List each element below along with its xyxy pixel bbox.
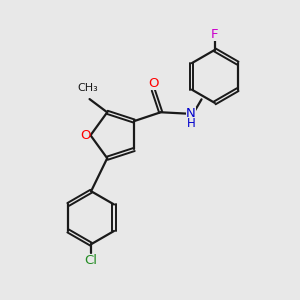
Text: N: N xyxy=(186,107,196,120)
Text: CH₃: CH₃ xyxy=(78,82,98,93)
Text: H: H xyxy=(187,117,195,130)
Text: F: F xyxy=(211,28,218,41)
Text: O: O xyxy=(148,77,159,90)
Text: Cl: Cl xyxy=(85,254,98,267)
Text: O: O xyxy=(80,129,91,142)
